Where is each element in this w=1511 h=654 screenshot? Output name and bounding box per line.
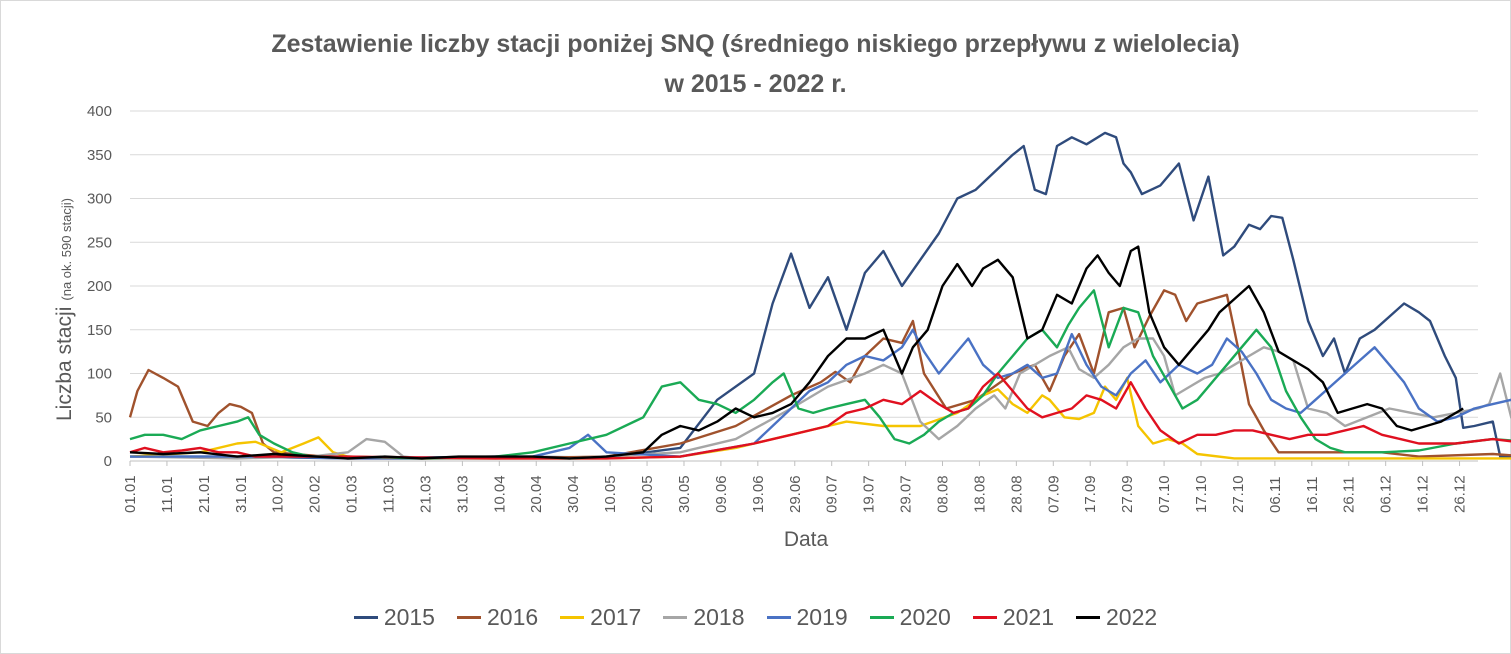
x-tick-label: 31.03 — [454, 475, 471, 513]
grid-lines — [130, 110, 1478, 462]
x-tick-label: 11.01 — [159, 477, 176, 513]
x-tick-label: 19.06 — [750, 475, 767, 513]
legend-item-2021: 2021 — [972, 604, 1055, 631]
x-tick-label: 26.12 — [1452, 475, 1469, 513]
legend-label: 2015 — [383, 604, 435, 630]
x-tick-label: 20.05 — [639, 475, 656, 513]
legend-swatch — [869, 616, 894, 619]
x-tick-label: 10.02 — [270, 475, 287, 513]
legend-label: 2016 — [486, 604, 539, 630]
x-tick-label: 31.01 — [233, 475, 250, 513]
x-tick-label: 19.07 — [861, 475, 878, 513]
legend-swatch — [560, 616, 585, 619]
x-tick-label: 17.09 — [1082, 475, 1099, 513]
y-tick-label: 100 — [87, 366, 112, 383]
chart-legend: 2015 2016 2017 2018 2019 2020 2021 2022 — [0, 604, 1511, 631]
series-line-2018 — [129, 337, 1511, 460]
x-tick-label: 17.10 — [1193, 475, 1210, 513]
x-tick-label: 27.10 — [1230, 475, 1247, 513]
x-tick-label: 10.05 — [602, 475, 619, 513]
y-tick-label: 50 — [95, 409, 112, 426]
x-tick-label: 27.09 — [1119, 475, 1136, 513]
legend-swatch — [972, 616, 997, 619]
y-tick-label: 0 — [104, 453, 112, 470]
series-line-2016 — [128, 289, 1511, 460]
x-tick-label: 21.03 — [417, 475, 434, 513]
y-axis-label-main: Liczba stacji — [53, 307, 76, 421]
x-tick-label: 20.02 — [307, 475, 324, 513]
x-tick-label: 21.01 — [196, 475, 213, 513]
x-tick-label: 29.07 — [898, 475, 915, 513]
x-tick-label: 10.04 — [491, 475, 508, 513]
y-axis-label-note: (na ok. 590 stacji) — [59, 198, 74, 301]
legend-item-2020: 2020 — [869, 604, 951, 631]
x-tick-label: 09.07 — [824, 475, 841, 513]
x-tick-label: 20.04 — [528, 475, 545, 513]
x-tick-label: 30.04 — [565, 475, 582, 513]
legend-item-2017: 2017 — [560, 604, 641, 631]
legend-item-2016: 2016 — [456, 604, 539, 631]
legend-item-2018: 2018 — [663, 604, 745, 631]
legend-swatch — [663, 616, 688, 619]
legend-label: 2022 — [1106, 604, 1158, 630]
y-axis-ticks: 0 50 100 150 200 250 300 350 400 — [87, 103, 112, 470]
x-tick-label: 01.01 — [122, 475, 139, 513]
series-line-2019 — [130, 328, 1511, 460]
y-tick-label: 250 — [87, 234, 112, 251]
legend-swatch — [456, 616, 481, 619]
x-axis-ticks: 01.01 11.01 21.01 31.01 10.02 20.02 01.03 11.03… — [122, 461, 1469, 513]
legend-swatch — [353, 616, 378, 619]
legend-label: 2019 — [796, 604, 848, 630]
x-tick-label: 16.11 — [1304, 477, 1321, 513]
x-tick-label: 18.08 — [971, 475, 988, 513]
legend-item-2022: 2022 — [1076, 604, 1157, 631]
x-tick-label: 09.06 — [713, 475, 730, 513]
legend-label: 2017 — [590, 604, 642, 630]
series-lines — [128, 131, 1511, 460]
legend-label: 2020 — [899, 604, 951, 630]
x-tick-label: 11.03 — [381, 477, 398, 513]
y-tick-label: 400 — [87, 103, 112, 120]
x-tick-label: 26.11 — [1341, 477, 1358, 513]
x-tick-label: 30.05 — [676, 475, 693, 513]
chart-title-line1: Zestawienie liczby stacji poniżej SNQ (ś… — [271, 30, 1240, 58]
x-tick-label: 01.03 — [344, 475, 361, 513]
x-tick-label: 08.08 — [934, 475, 951, 513]
x-tick-label: 07.09 — [1045, 475, 1062, 513]
y-tick-label: 200 — [87, 278, 112, 295]
legend-item-2015: 2015 — [353, 604, 435, 631]
legend-label: 2018 — [693, 604, 745, 630]
y-tick-label: 350 — [87, 147, 112, 164]
x-tick-label: 29.06 — [787, 475, 804, 513]
x-tick-label: 06.11 — [1267, 477, 1284, 513]
legend-swatch — [766, 616, 791, 619]
series-line-2015 — [130, 131, 1511, 460]
x-tick-label: 28.08 — [1008, 475, 1025, 513]
y-axis-label: Liczba stacji (na ok. 590 stacji) — [53, 198, 76, 421]
y-tick-label: 300 — [87, 191, 112, 208]
series-line-2022 — [129, 245, 1464, 460]
x-tick-label: 16.12 — [1415, 475, 1432, 513]
legend-item-2019: 2019 — [766, 604, 848, 631]
chart-title-line2: w 2015 - 2022 r. — [664, 70, 847, 98]
y-tick-label: 150 — [87, 322, 112, 339]
series-line-2020 — [129, 289, 1511, 460]
series-line-2021 — [129, 372, 1511, 460]
x-tick-label: 06.12 — [1378, 475, 1395, 513]
legend-label: 2021 — [1002, 604, 1055, 630]
x-tick-label: 07.10 — [1156, 475, 1173, 513]
x-axis-label: Data — [784, 528, 829, 551]
legend-swatch — [1076, 616, 1101, 619]
